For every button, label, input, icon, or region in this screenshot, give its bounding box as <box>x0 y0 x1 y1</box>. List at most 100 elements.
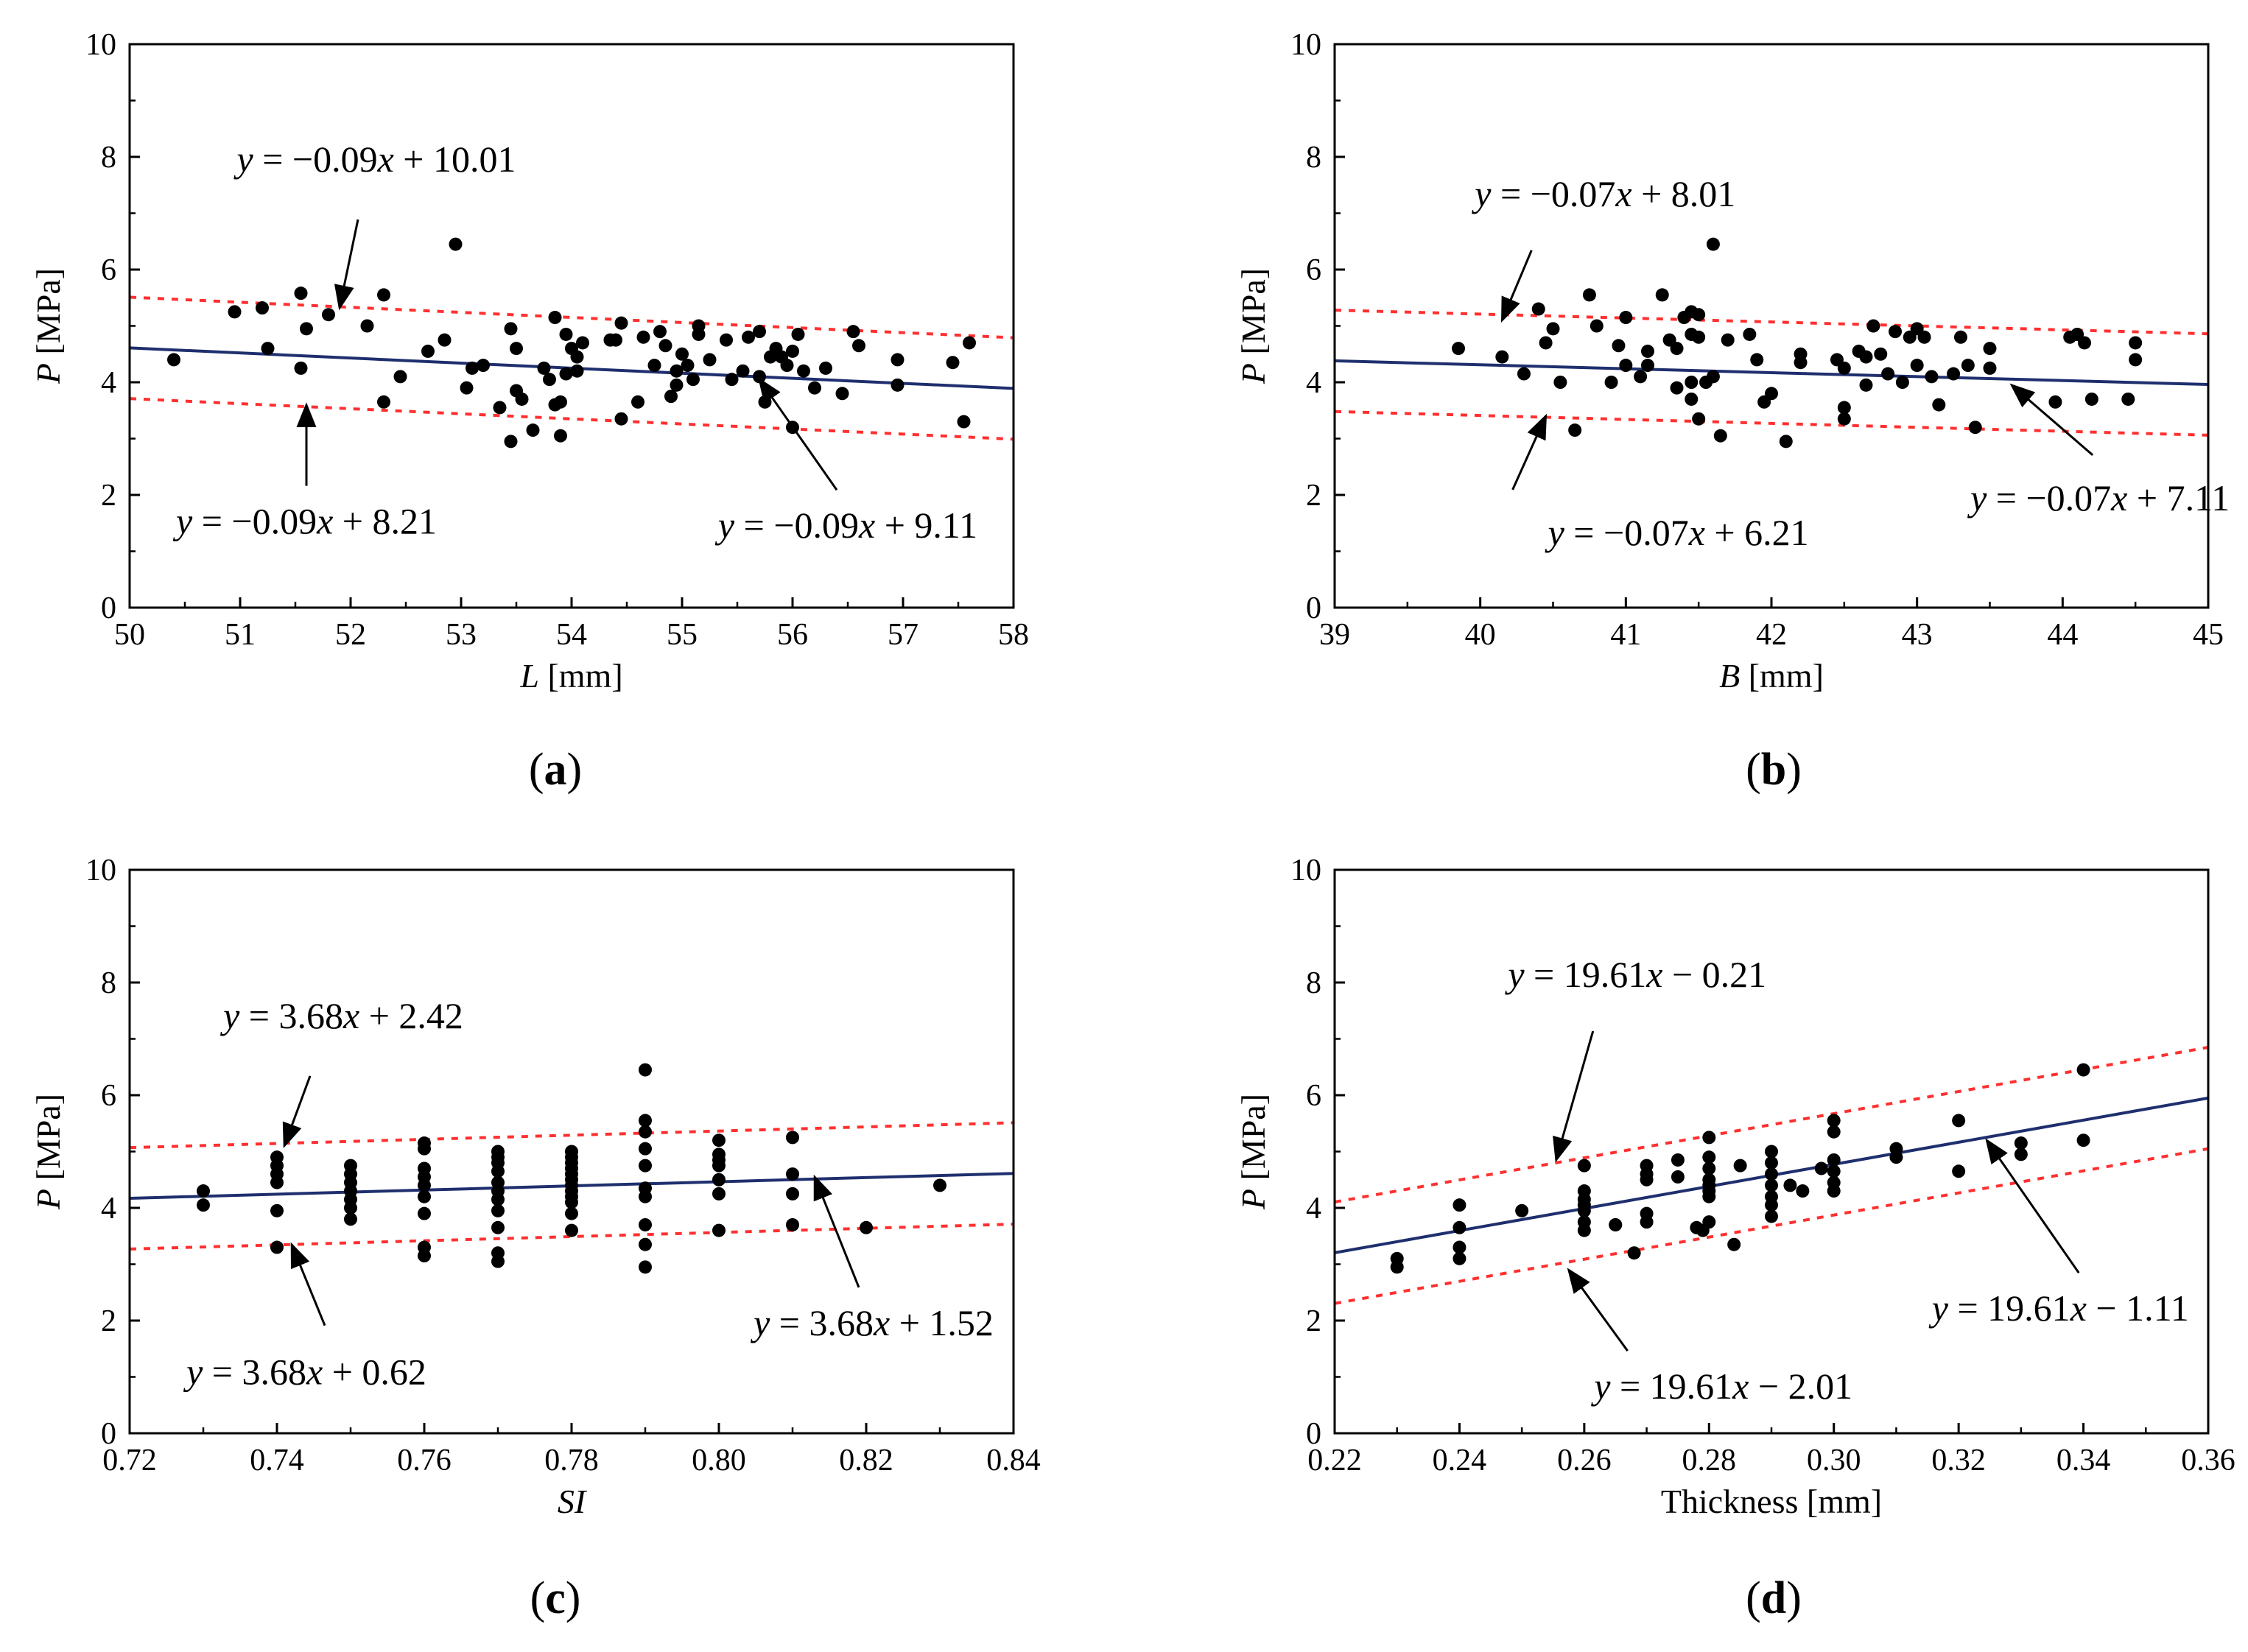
data-point <box>957 415 971 429</box>
data-point <box>670 364 684 378</box>
equation-part: y <box>750 1302 770 1343</box>
equation-part: y <box>219 995 240 1036</box>
data-point <box>393 370 407 384</box>
panel-paren-close: ) <box>567 745 583 795</box>
y-tick-label: 6 <box>101 253 116 287</box>
data-point <box>1874 347 1888 361</box>
data-point <box>1655 288 1669 302</box>
data-point <box>1702 1131 1716 1145</box>
data-point <box>1889 1150 1903 1164</box>
annotation-arrow <box>334 219 359 311</box>
data-point <box>1692 330 1706 344</box>
data-point <box>1706 237 1720 251</box>
data-point <box>819 361 832 375</box>
data-point <box>377 288 390 302</box>
data-point <box>808 381 821 395</box>
data-point <box>639 1217 652 1231</box>
data-point <box>1671 1170 1685 1184</box>
data-point <box>712 1133 726 1147</box>
data-point <box>653 325 667 339</box>
data-point <box>543 373 556 387</box>
data-point <box>360 319 374 333</box>
y-tick-label: 2 <box>1306 1304 1321 1338</box>
data-point <box>322 308 335 322</box>
data-point <box>786 1187 799 1201</box>
data-point <box>1531 302 1545 316</box>
data-point <box>570 350 584 364</box>
y-tick-label: 2 <box>101 1304 116 1338</box>
y-axis-variable: P <box>29 363 67 384</box>
data-point <box>780 359 794 373</box>
data-point <box>2121 392 2135 406</box>
data-point <box>636 330 650 344</box>
data-point <box>1546 322 1560 336</box>
x-axis-unit: [mm] <box>539 657 623 695</box>
lower-bound-line <box>1335 410 2208 437</box>
data-point <box>1837 361 1851 375</box>
equation-part: x <box>316 501 333 542</box>
data-point <box>491 1203 505 1217</box>
annotation-arrow <box>1985 1138 2080 1274</box>
equation-part: − 1.11 <box>2087 1287 2189 1329</box>
data-point <box>786 1167 799 1181</box>
data-point <box>1765 1198 1778 1212</box>
data-point <box>1553 376 1567 389</box>
data-point <box>614 412 628 426</box>
x-tick-label: 0.28 <box>1682 1444 1737 1477</box>
equation-part: y <box>1967 477 1987 519</box>
data-point <box>1961 359 1975 373</box>
x-tick-label: 51 <box>225 618 256 652</box>
equation-part: = −0.07 <box>1564 512 1689 553</box>
x-tick-label: 40 <box>1465 618 1496 652</box>
data-point <box>1670 381 1684 395</box>
equation-label: y = 19.61x − 0.21 <box>1504 954 1766 995</box>
data-point <box>703 353 717 367</box>
data-point <box>1495 350 1509 364</box>
panel-label: (a) <box>529 745 582 795</box>
y-tick-label: 0 <box>101 1417 116 1451</box>
equation-part: x <box>306 1352 323 1393</box>
upper-bound-line <box>130 1121 1014 1150</box>
data-point <box>933 1178 946 1192</box>
data-point <box>418 1249 431 1263</box>
equation-part: x <box>2110 477 2127 519</box>
upper-bound-line <box>1335 309 2208 336</box>
data-point <box>421 344 435 358</box>
data-point <box>270 1203 284 1217</box>
data-point <box>1612 339 1626 353</box>
x-axis-label: L [mm] <box>519 657 622 695</box>
x-tick-label: 41 <box>1610 618 1641 652</box>
data-point <box>1515 1203 1529 1217</box>
x-axis-variable: SI <box>558 1483 588 1520</box>
data-point <box>270 1240 284 1254</box>
data-point <box>1517 367 1531 381</box>
equation-part: + 1.52 <box>890 1302 994 1343</box>
data-point <box>692 327 706 341</box>
y-tick-label: 4 <box>101 1192 116 1226</box>
x-axis-variable: L <box>519 657 539 695</box>
data-point <box>377 395 390 409</box>
data-point <box>504 322 518 336</box>
data-point <box>753 325 766 339</box>
equation-part: + 6.21 <box>1705 512 1809 553</box>
annotation-arrow <box>1511 413 1548 491</box>
x-tick-label: 54 <box>556 618 587 652</box>
panel-letter: d <box>1761 1573 1786 1623</box>
data-point <box>1983 361 1997 375</box>
data-point <box>418 1189 431 1203</box>
data-point <box>1827 1164 1841 1178</box>
data-point <box>1765 387 1778 401</box>
equation-label: y = −0.09x + 8.21 <box>172 501 437 542</box>
equation-part: x <box>1732 1365 1749 1407</box>
data-point <box>1953 330 1967 344</box>
data-point <box>1702 1150 1716 1164</box>
data-point <box>344 1201 357 1215</box>
y-axis-label: P [MPa] <box>29 268 67 384</box>
chart-panel-d: 0.22 0.24 0.26 0.28 0.30 0.32 0.34 0.36 0 2 4 6 8 10 T… <box>1234 854 2235 1520</box>
data-point <box>1917 330 1931 344</box>
x-tick-label: 55 <box>667 618 698 652</box>
x-tick-label: 43 <box>1902 618 1933 652</box>
y-axis-variable: P <box>1234 1189 1272 1210</box>
data-point <box>664 390 678 404</box>
